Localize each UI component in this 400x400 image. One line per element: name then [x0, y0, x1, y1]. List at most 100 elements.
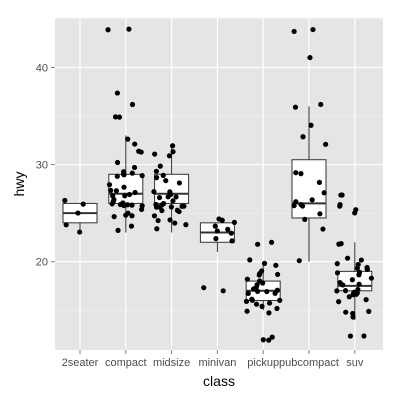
- data-point: [201, 285, 207, 291]
- data-point: [167, 217, 173, 223]
- data-point: [179, 203, 185, 209]
- data-point: [245, 290, 251, 296]
- data-point: [159, 202, 165, 208]
- data-point: [368, 275, 374, 281]
- data-point: [243, 298, 250, 304]
- data-point: [124, 202, 131, 208]
- data-point: [121, 172, 127, 178]
- data-point: [157, 163, 163, 169]
- data-point: [116, 114, 123, 120]
- data-point: [344, 255, 351, 261]
- data-point: [80, 201, 86, 207]
- data-point: [293, 199, 299, 205]
- data-point: [293, 170, 299, 176]
- data-point: [254, 288, 261, 295]
- data-point: [111, 214, 117, 220]
- data-point: [291, 28, 297, 35]
- y-tick-label: 30: [36, 160, 48, 172]
- data-point: [291, 203, 297, 209]
- data-point: [257, 278, 263, 284]
- data-point: [132, 141, 138, 147]
- data-point: [114, 90, 121, 96]
- data-point: [355, 261, 361, 268]
- data-point: [292, 104, 299, 110]
- box-subcompact: [291, 106, 327, 262]
- data-point: [261, 260, 268, 266]
- data-point: [358, 257, 364, 263]
- data-point: [110, 198, 116, 204]
- data-point: [77, 229, 83, 235]
- data-point: [220, 288, 226, 294]
- data-point: [337, 203, 343, 209]
- data-point: [336, 241, 342, 247]
- x-tick-label: pickup: [247, 357, 279, 369]
- data-point: [125, 210, 131, 216]
- data-point: [129, 170, 135, 176]
- data-point: [274, 287, 280, 293]
- data-point: [349, 277, 355, 283]
- data-point: [350, 310, 356, 317]
- data-point: [151, 213, 158, 219]
- data-point: [254, 282, 260, 288]
- data-point: [229, 238, 235, 244]
- data-point: [353, 207, 359, 213]
- data-point: [300, 134, 306, 140]
- data-point: [114, 159, 121, 166]
- data-point: [347, 333, 353, 339]
- data-point: [126, 26, 132, 32]
- box-iqr: [291, 159, 327, 219]
- data-point: [139, 203, 145, 209]
- data-point: [308, 122, 314, 128]
- data-point: [340, 282, 346, 288]
- data-point: [356, 269, 363, 275]
- data-point: [334, 288, 340, 294]
- data-point: [167, 189, 173, 195]
- data-point: [249, 296, 255, 302]
- data-point: [219, 217, 225, 223]
- data-point: [132, 189, 138, 196]
- data-point: [129, 101, 136, 108]
- box-iqr: [154, 173, 190, 204]
- y-tick-label: 40: [36, 63, 48, 75]
- data-point: [274, 305, 280, 312]
- box-iqr: [337, 270, 373, 292]
- data-point: [112, 114, 119, 120]
- data-point: [173, 194, 179, 200]
- data-point: [350, 292, 356, 298]
- data-point: [139, 173, 145, 179]
- data-point: [108, 187, 114, 193]
- y-axis-title: hwy: [11, 172, 27, 197]
- data-point: [307, 54, 313, 61]
- data-point: [129, 202, 135, 208]
- data-point: [153, 201, 159, 208]
- data-point: [128, 223, 135, 229]
- data-point: [361, 333, 367, 339]
- data-point: [364, 266, 370, 273]
- x-tick-label: 2seater: [62, 357, 99, 369]
- data-point: [269, 334, 275, 340]
- data-point: [363, 297, 369, 303]
- data-point: [268, 239, 275, 245]
- data-point: [212, 223, 218, 229]
- data-point: [255, 241, 261, 247]
- data-point: [115, 227, 121, 233]
- data-point: [356, 281, 362, 287]
- data-point: [334, 270, 341, 276]
- data-point: [138, 149, 144, 155]
- data-point: [170, 149, 176, 155]
- data-point: [160, 172, 166, 178]
- data-point: [260, 337, 266, 343]
- data-point: [214, 228, 220, 234]
- data-point: [366, 308, 372, 315]
- data-point: [129, 213, 135, 219]
- data-point: [151, 189, 157, 195]
- point-layer: [62, 26, 374, 343]
- y-tick-label: 20: [36, 257, 48, 269]
- data-point: [125, 136, 131, 142]
- data-point: [163, 178, 169, 184]
- data-point: [334, 261, 340, 267]
- data-point: [172, 220, 178, 226]
- x-tick-label: pubcompact: [279, 357, 339, 369]
- data-point: [155, 217, 161, 224]
- data-point: [296, 258, 302, 264]
